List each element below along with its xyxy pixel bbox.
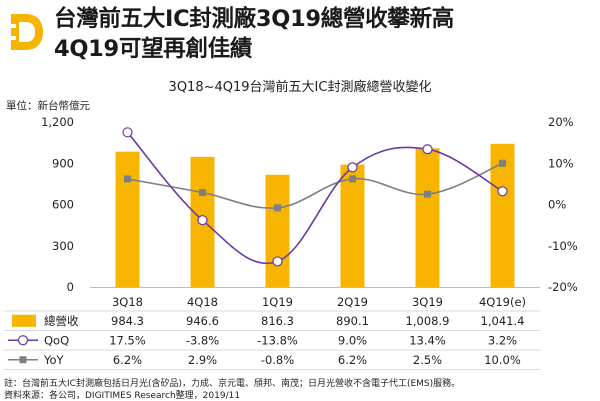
yoy-series-name: YoY bbox=[43, 353, 65, 367]
headline-line-2: 4Q19可望再創佳績 bbox=[54, 36, 253, 62]
qoq-point bbox=[122, 127, 133, 138]
right-axis-tick-label: 10% bbox=[548, 156, 574, 170]
yoy-point bbox=[499, 159, 506, 167]
qoq-point bbox=[347, 162, 358, 173]
x-axis-category-label: 2Q19 bbox=[337, 295, 368, 309]
table-cell-value: 946.6 bbox=[186, 314, 219, 328]
revenue-bar-3q19 bbox=[415, 148, 440, 287]
right-axis-tick-label: 0% bbox=[548, 198, 566, 212]
x-axis-category-label: 4Q18 bbox=[187, 295, 218, 309]
qoq-line bbox=[126, 131, 503, 265]
qoq-series-name: QoQ bbox=[44, 333, 69, 347]
qoq-point bbox=[422, 144, 433, 155]
left-axis-tick-label: 300 bbox=[52, 239, 74, 253]
right-axis-tick-label: -10% bbox=[548, 239, 578, 253]
table-cell-value: 2.9% bbox=[188, 353, 217, 367]
table-cell-value: 1,008.9 bbox=[406, 314, 450, 328]
left-axis-tick-label: 900 bbox=[52, 156, 74, 170]
yoy-legend-marker bbox=[19, 356, 27, 364]
revenue-bars bbox=[115, 143, 515, 287]
growth-lines bbox=[122, 127, 508, 267]
chart-title: 3Q18~4Q19台灣前五大IC封測廠總營收變化 bbox=[168, 80, 432, 95]
left-axis-tick-label: 1,200 bbox=[41, 115, 74, 129]
revenue-bar-1q19 bbox=[265, 174, 290, 287]
table-cell-value: 3.2% bbox=[488, 333, 517, 347]
source-note: 資料來源：各公司，DIGITIMES Research整理，2019/11 bbox=[4, 391, 241, 401]
x-axis-category-label: 3Q19 bbox=[412, 295, 443, 309]
left-axis-tick-label: 0 bbox=[67, 280, 74, 294]
left-axis-tick-label: 600 bbox=[52, 198, 74, 212]
yoy-point bbox=[124, 175, 131, 183]
table-cell-value: 6.2% bbox=[338, 353, 367, 367]
table-cell-value: 10.0% bbox=[484, 353, 521, 367]
table-cell-value: 2.5% bbox=[413, 353, 442, 367]
revenue-bar-2q19 bbox=[340, 164, 365, 287]
headline-line-1: 台灣前五大IC封測廠3Q19總營收攀新高 bbox=[54, 6, 454, 32]
qoq-point bbox=[272, 256, 283, 267]
yoy-point bbox=[199, 189, 206, 197]
qoq-legend-marker bbox=[17, 335, 29, 346]
data-table: 3Q18 4Q18 1Q19 2Q19 3Q19 4Q19(e) 總營收 984.3 946.6… bbox=[4, 295, 540, 370]
footnote: 註：台灣前五大IC封測廠包括日月光(含矽品)，力成、京元電、頎邦、南茂；日月光營… bbox=[4, 379, 461, 389]
headline: 台灣前五大IC封測廠3Q19總營收攀新高 4Q19可望再創佳績 bbox=[54, 4, 594, 64]
chart-axes: 1,200 900 600 300 0 20% 10% 0% -10% -20% bbox=[41, 115, 578, 294]
revenue-legend-swatch bbox=[12, 314, 36, 327]
left-axis-unit-label: 單位：新台幣億元 bbox=[6, 100, 90, 112]
table-cell-value: 984.3 bbox=[111, 314, 144, 328]
table-cell-value: 9.0% bbox=[338, 333, 367, 347]
digitimes-d-logo-icon bbox=[6, 14, 43, 50]
table-cell-value: 13.4% bbox=[409, 333, 446, 347]
table-cell-value: -13.8% bbox=[257, 333, 298, 347]
right-axis-tick-label: 20% bbox=[548, 115, 574, 129]
table-cell-value: -3.8% bbox=[186, 333, 219, 347]
revenue-series-name: 總營收 bbox=[44, 314, 79, 328]
qoq-point bbox=[497, 186, 508, 197]
table-cell-value: 17.5% bbox=[109, 333, 146, 347]
yoy-point bbox=[274, 204, 281, 212]
table-cell-value: 816.3 bbox=[261, 314, 294, 328]
yoy-point bbox=[424, 190, 431, 198]
table-cell-value: -0.8% bbox=[261, 353, 294, 367]
x-axis-category-label: 1Q19 bbox=[262, 295, 293, 309]
table-cell-value: 6.2% bbox=[113, 353, 142, 367]
table-cell-value: 890.1 bbox=[336, 314, 369, 328]
yoy-point bbox=[349, 175, 356, 183]
right-axis-tick-label: -20% bbox=[548, 280, 578, 294]
qoq-point bbox=[197, 215, 208, 226]
table-cell-value: 1,041.4 bbox=[481, 314, 525, 328]
x-axis-category-label: 4Q19(e) bbox=[479, 295, 526, 309]
revenue-bar-3q18 bbox=[115, 151, 140, 287]
x-axis-category-label: 3Q18 bbox=[112, 295, 143, 309]
